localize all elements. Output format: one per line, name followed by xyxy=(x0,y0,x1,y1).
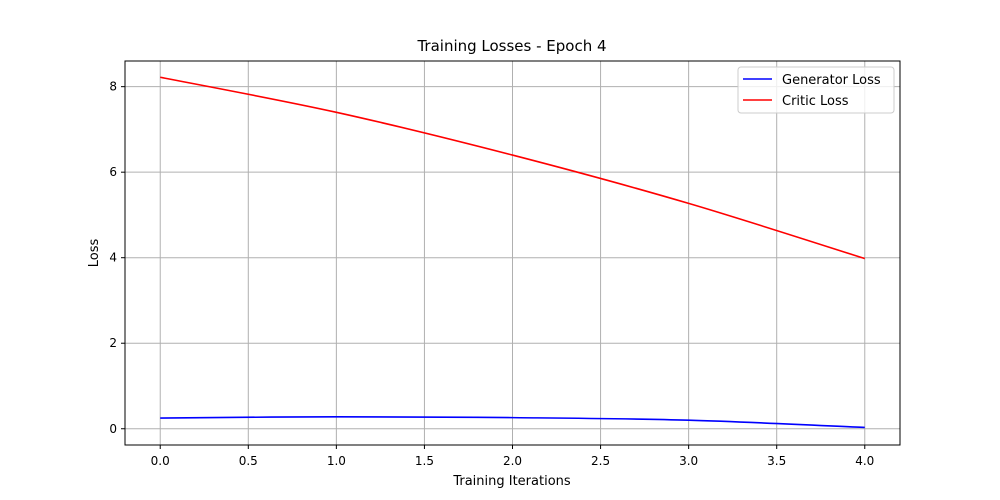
x-axis: 0.0 0.5 1.0 1.5 2.0 2.5 3.0 3.5 4.0 xyxy=(151,445,874,468)
x-tick-label: 0.0 xyxy=(151,454,170,468)
y-tick-label: 2 xyxy=(109,336,117,350)
series-line-generator-loss xyxy=(160,415,865,429)
legend-label-generator-loss: Generator Loss xyxy=(782,73,881,88)
y-tick-label: 8 xyxy=(109,80,117,94)
series-layer xyxy=(160,76,866,429)
x-tick-label: 2.5 xyxy=(591,454,610,468)
y-axis: 0 2 4 6 8 xyxy=(109,80,125,436)
legend-box xyxy=(737,66,895,114)
x-tick-label: 0.5 xyxy=(239,454,258,468)
x-tick-label: 1.5 xyxy=(415,454,434,468)
y-tick-label: 6 xyxy=(109,165,117,179)
grid xyxy=(125,61,900,445)
x-tick-label: 2.0 xyxy=(503,454,522,468)
y-tick-label: 0 xyxy=(109,422,117,436)
series-line-critic-loss xyxy=(160,76,866,260)
x-tick-label: 3.0 xyxy=(679,454,698,468)
x-tick-label: 1.0 xyxy=(327,454,346,468)
legend-label-critic-loss: Critic Loss xyxy=(782,94,849,109)
y-tick-label: 4 xyxy=(109,251,117,265)
legend: Generator Loss Critic Loss xyxy=(737,66,895,114)
x-tick-label: 3.5 xyxy=(767,454,786,468)
chart-title: Training Losses - Epoch 4 xyxy=(416,37,606,55)
y-axis-label: Loss xyxy=(87,239,102,268)
x-tick-label: 4.0 xyxy=(855,454,874,468)
x-axis-label: Training Iterations xyxy=(452,474,571,489)
